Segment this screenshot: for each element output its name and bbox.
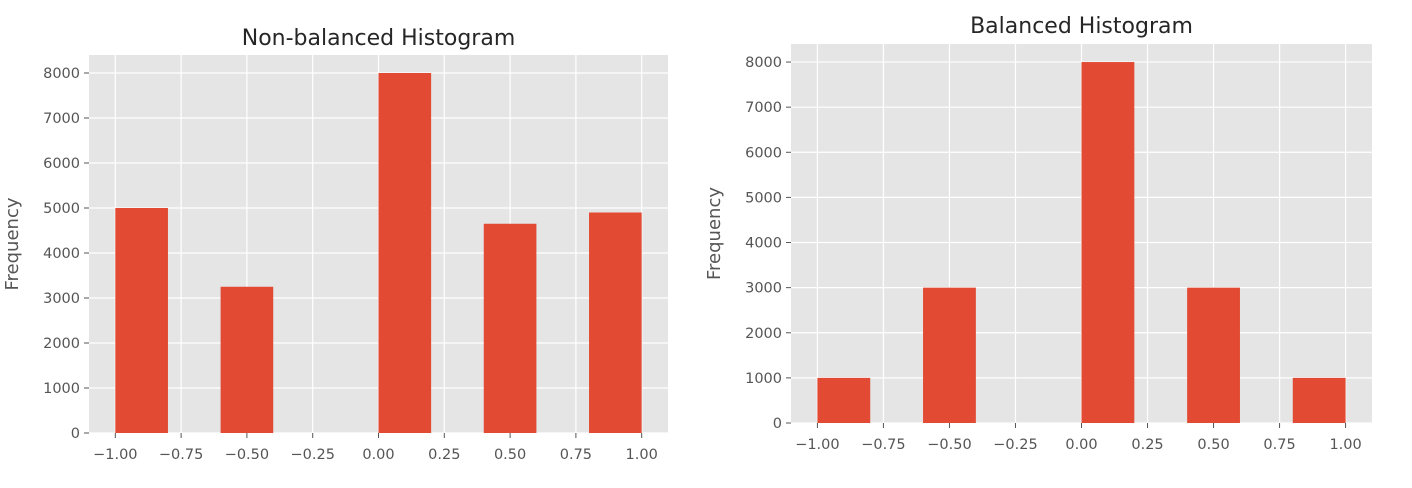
y-tick-label: 1000 (43, 381, 80, 397)
y-tick-label: 2000 (745, 326, 782, 342)
y-tick-label: 4000 (745, 236, 782, 252)
x-tick-label: −1.00 (795, 437, 839, 453)
x-tick-label: 1.00 (1329, 437, 1361, 453)
y-tick-label: 4000 (43, 246, 80, 262)
histogram-bar-2 (220, 286, 274, 433)
chart-1: −1.00 −0.75 −0.50 −0.25 0.00 0.25 0.50 0.75 1.00… (2, 26, 668, 463)
histogram-bar-5 (1292, 377, 1346, 423)
x-tick-label: 0.50 (1197, 437, 1229, 453)
y-tick-label: 0 (773, 416, 782, 432)
histogram-bar-5 (589, 212, 642, 433)
chart-2: −1.00 −0.75 −0.50 −0.25 0.00 0.25 0.50 0.75 1.00… (704, 14, 1372, 453)
x-tick-label: 1.00 (626, 447, 658, 463)
x-tick-label: 0.75 (1263, 437, 1295, 453)
x-tick-label: 0.00 (362, 447, 394, 463)
y-tick-label: 5000 (745, 190, 782, 206)
histogram-bar-3 (1081, 62, 1135, 424)
x-tick-label: −0.50 (927, 437, 971, 453)
y-tick-label: 6000 (745, 145, 782, 161)
x-tick-label: 0.25 (428, 447, 460, 463)
histogram-bar-1 (115, 208, 168, 433)
histogram-bar-4 (1187, 287, 1240, 423)
x-tick-label: −0.75 (159, 447, 203, 463)
y-tick-label: 0 (71, 426, 80, 442)
y-tick-label: 2000 (43, 336, 80, 352)
y-axis-label: Frequency (2, 197, 23, 290)
histogram-bar-3 (378, 73, 432, 433)
y-axis-label: Frequency (704, 187, 725, 280)
histogram-bar-1 (817, 377, 871, 423)
chart-title: Non-balanced Histogram (242, 26, 516, 51)
x-tick-label: 0.50 (494, 447, 526, 463)
histogram-bar-4 (483, 223, 537, 433)
y-tick-label: 1000 (745, 371, 782, 387)
y-tick-label: 6000 (43, 156, 80, 172)
y-tick-label: 3000 (43, 291, 80, 307)
y-tick-label: 8000 (43, 66, 80, 82)
chart-title: Balanced Histogram (970, 14, 1193, 39)
y-tick-label: 3000 (745, 281, 782, 297)
x-tick-label: −0.50 (225, 447, 269, 463)
x-tick-label: 0.25 (1131, 437, 1163, 453)
x-tick-label: −0.75 (861, 437, 905, 453)
histogram-bar-2 (923, 287, 976, 423)
y-tick-label: 7000 (745, 100, 782, 116)
x-tick-label: 0.75 (560, 447, 592, 463)
x-tick-label: 0.00 (1065, 437, 1097, 453)
x-tick-label: −0.25 (290, 447, 334, 463)
y-tick-label: 8000 (745, 55, 782, 71)
y-tick-label: 5000 (43, 201, 80, 217)
x-tick-label: −0.25 (993, 437, 1037, 453)
y-tick-label: 7000 (43, 111, 80, 127)
x-tick-label: −1.00 (93, 447, 137, 463)
